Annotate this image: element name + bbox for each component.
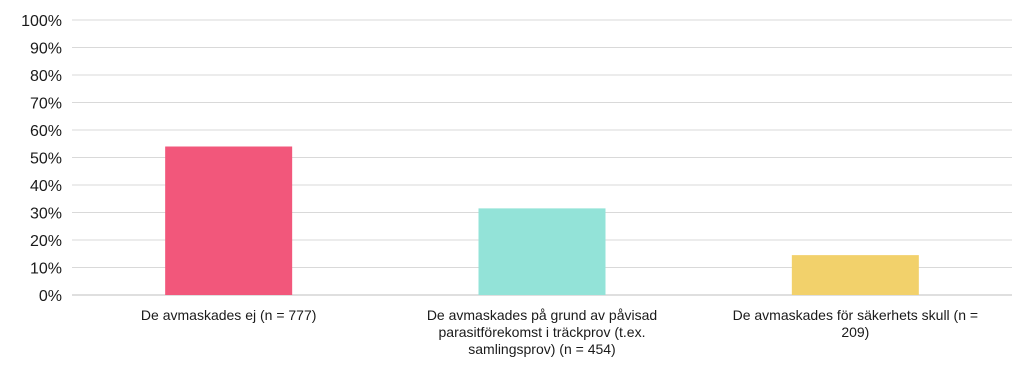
y-tick-label: 0% (39, 288, 62, 305)
y-tick-label: 40% (30, 178, 62, 195)
x-category-label: De avmaskades för säkerhets skull (n = 20… (733, 307, 979, 340)
y-tick-label: 90% (30, 41, 62, 58)
bar (165, 146, 293, 295)
x-axis-category-labels: De avmaskades ej (n = 777) De avmaskades … (141, 307, 978, 357)
y-tick-label: 70% (30, 96, 62, 113)
x-category-label: De avmaskades på grund av påvisad parasit… (427, 307, 657, 357)
bar (791, 255, 919, 295)
y-tick-label: 30% (30, 206, 62, 223)
y-tick-label: 100% (21, 13, 62, 30)
x-category-label: De avmaskades ej (n = 777) (141, 307, 316, 323)
y-axis-tick-labels: 0% 10% 20% 30% 40% 50% 60% 70% 80% 90% 100% (21, 13, 62, 305)
y-tick-label: 10% (30, 261, 62, 278)
bar (478, 208, 606, 295)
y-tick-label: 60% (30, 123, 62, 140)
y-tick-label: 80% (30, 68, 62, 85)
y-tick-label: 50% (30, 151, 62, 168)
y-tick-label: 20% (30, 233, 62, 250)
bars (165, 146, 919, 295)
